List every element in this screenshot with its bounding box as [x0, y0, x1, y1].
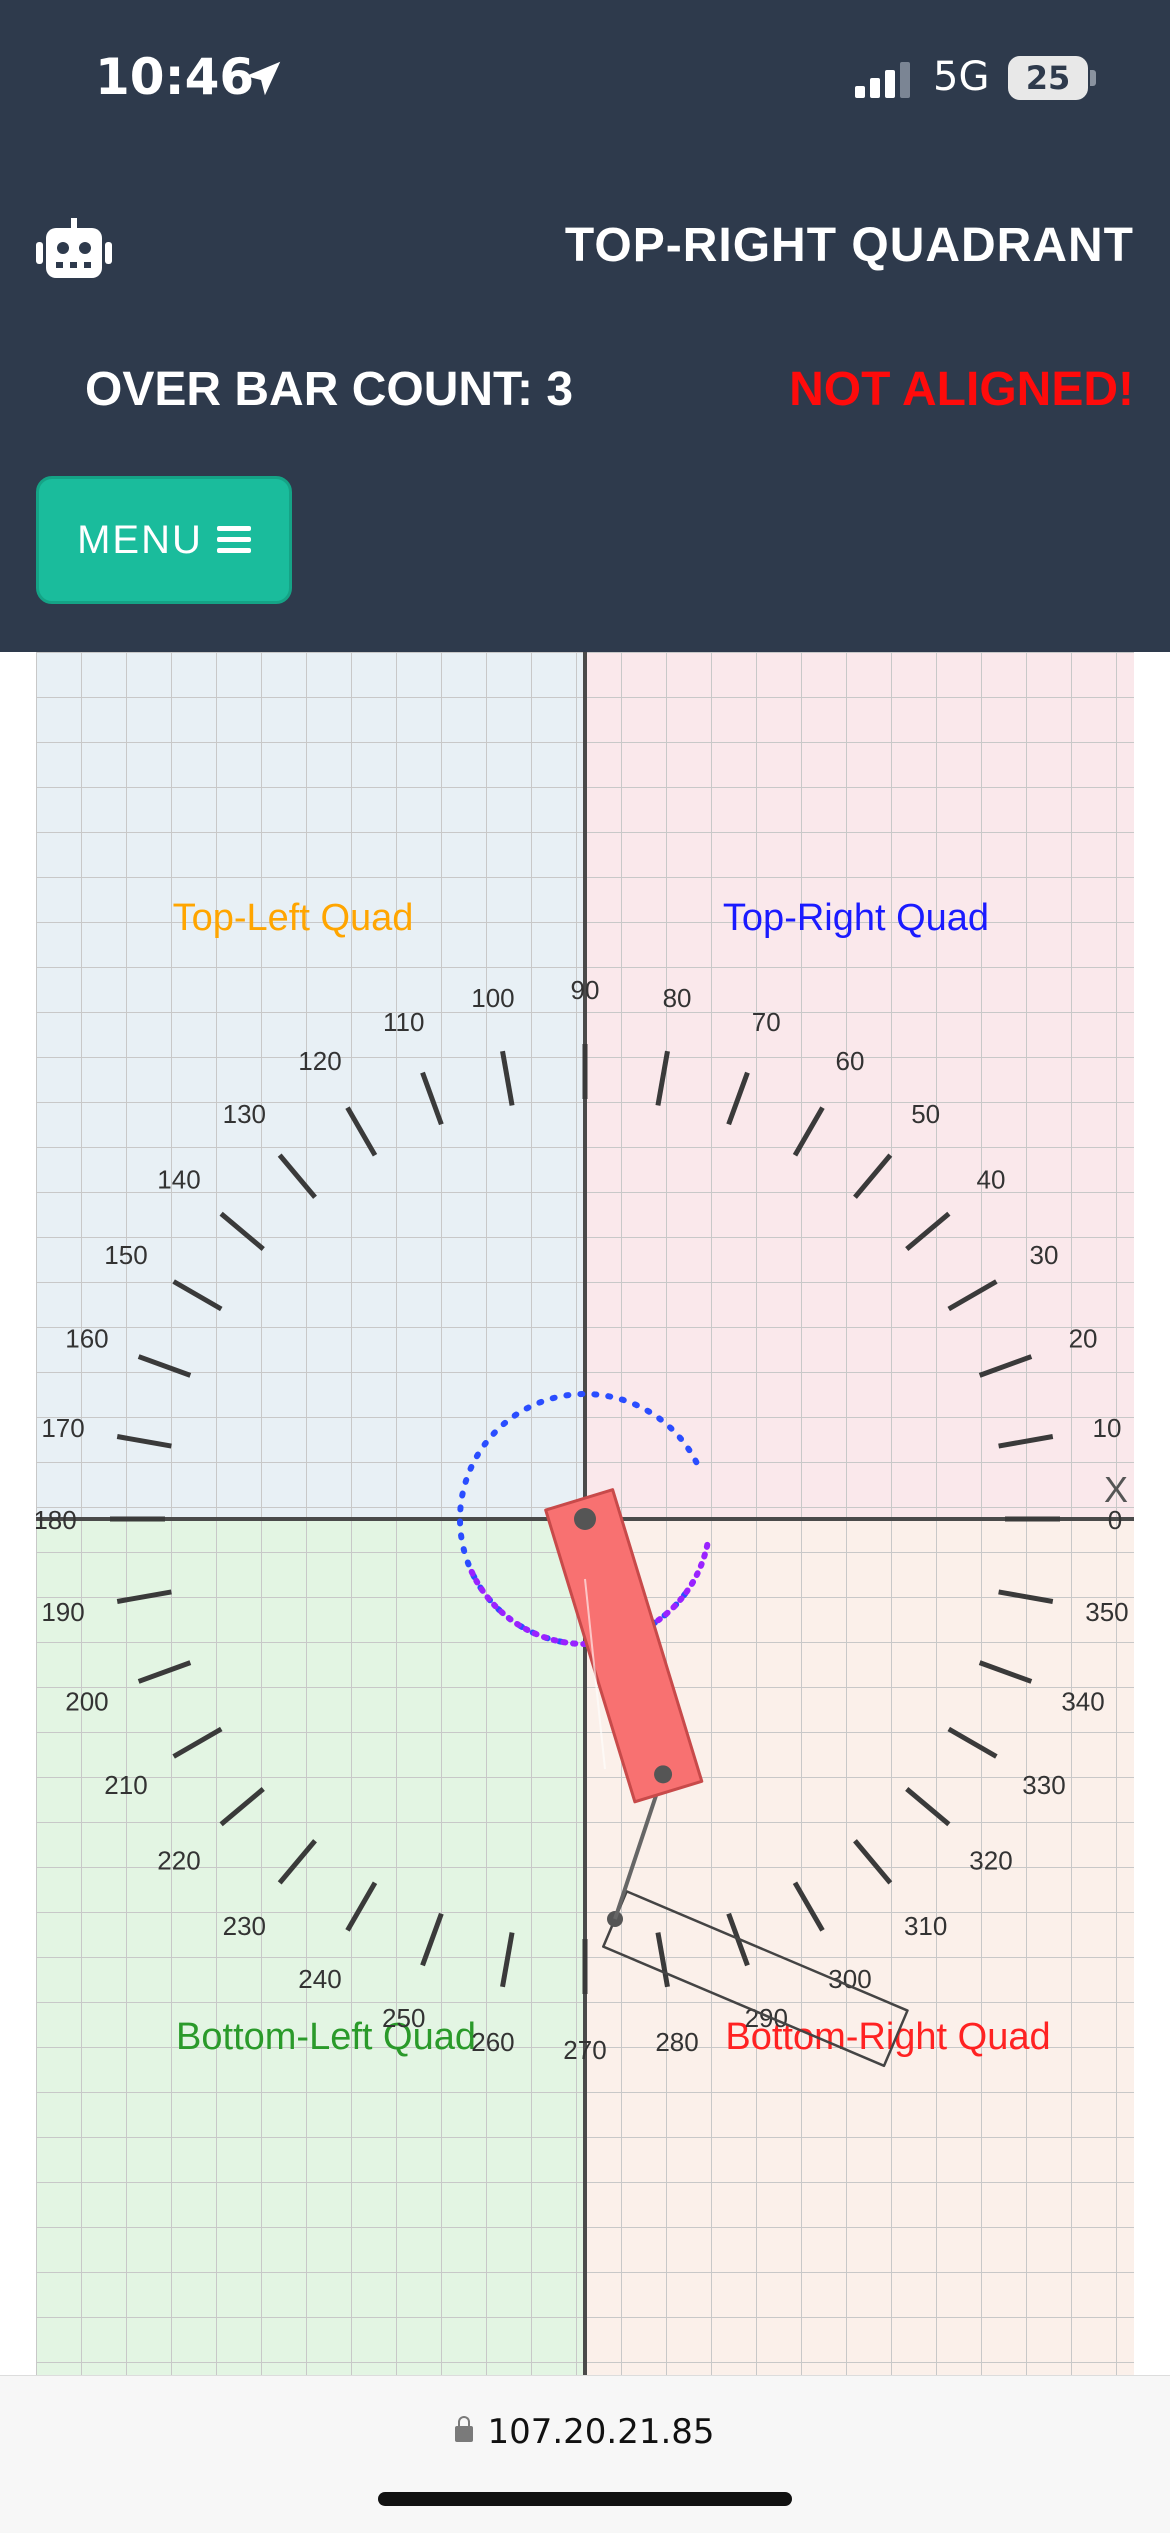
- dial-label-190: 190: [41, 1597, 84, 1627]
- dial-label-30: 30: [1030, 1240, 1059, 1270]
- current-bar[interactable]: [544, 1488, 704, 1804]
- dial-tick-210: [172, 1726, 223, 1759]
- dial-label-230: 230: [223, 1911, 266, 1941]
- dial-label-130: 130: [223, 1099, 266, 1129]
- dial-label-120: 120: [298, 1046, 341, 1076]
- dial-label-10: 10: [1092, 1413, 1121, 1443]
- dial-label-260: 260: [471, 2027, 514, 2057]
- dial-tick-40: [905, 1211, 951, 1251]
- dial-label-350: 350: [1085, 1597, 1128, 1627]
- dial-tick-330: [947, 1726, 998, 1759]
- axis-label-x: X: [1104, 1469, 1128, 1510]
- battery-level: 25: [1025, 59, 1071, 97]
- dial-label-340: 340: [1061, 1686, 1104, 1716]
- dial-label-80: 80: [663, 983, 692, 1013]
- alignment-status: NOT ALIGNED!: [789, 363, 1134, 416]
- current-bar-handle[interactable]: [654, 1765, 673, 1784]
- dial-tick-110: [420, 1071, 444, 1126]
- dial-tick-100: [500, 1050, 515, 1106]
- dial-tick-10: [998, 1434, 1054, 1449]
- dial-label-220: 220: [157, 1846, 200, 1876]
- bar-count-label: OVER BAR COUNT: 3: [85, 363, 574, 416]
- dial-tick-60: [792, 1106, 825, 1157]
- dial-label-210: 210: [104, 1770, 147, 1800]
- browser-url-bar[interactable]: 107.20.21.85: [0, 2375, 1170, 2533]
- dial-label-280: 280: [655, 2027, 698, 2057]
- degree-dial: 0 10 20 30 40 50 60 70 80 90 100 110 120 130 140 150 160…: [36, 975, 1129, 2065]
- dial-tick-20: [978, 1354, 1033, 1378]
- dial-label-100: 100: [471, 983, 514, 1013]
- rotation-arc-blue: [457, 1391, 702, 1647]
- dial-tick-120: [345, 1106, 378, 1157]
- dial-label-200: 200: [65, 1686, 108, 1716]
- bar-connector-line: [613, 1773, 665, 1920]
- dial-label-330: 330: [1022, 1770, 1065, 1800]
- dial-label-60: 60: [836, 1046, 865, 1076]
- quad-label-top-left: Top-Left Quad: [173, 897, 414, 939]
- url-text: 107.20.21.85: [487, 2412, 715, 2452]
- dial-tick-150: [172, 1279, 223, 1312]
- quad-label-bottom-left: Bottom-Left Quad: [176, 2016, 476, 2058]
- robot-icon: [36, 218, 112, 278]
- dial-label-250: 250: [382, 2003, 425, 2033]
- dial-label-0: 0: [1108, 1505, 1122, 1535]
- dial-label-50: 50: [911, 1099, 940, 1129]
- alignment-board[interactable]: X Top-Left Quad Top-Right Quad Bottom-Le…: [36, 652, 1134, 2375]
- dial-tick-170: [116, 1434, 172, 1449]
- quad-label-bottom-right: Bottom-Right Quad: [725, 2016, 1050, 2058]
- page-title: TOP-RIGHT QUADRANT: [564, 219, 1134, 272]
- dial-tick-200: [137, 1660, 192, 1684]
- status-time: 10:46: [95, 48, 255, 106]
- dial-label-270: 270: [563, 2035, 606, 2065]
- current-bar-body[interactable]: [544, 1488, 704, 1804]
- dial-tick-300: [792, 1881, 825, 1932]
- hamburger-icon: [216, 526, 251, 554]
- dial-label-70: 70: [752, 1007, 781, 1037]
- dial-label-40: 40: [977, 1164, 1006, 1194]
- dial-tick-340: [978, 1660, 1033, 1684]
- dial-tick-70: [726, 1071, 750, 1126]
- network-type: 5G: [933, 54, 990, 100]
- dial-label-110: 110: [383, 1007, 424, 1037]
- battery-tip: [1090, 70, 1096, 86]
- dial-tick-350: [998, 1589, 1054, 1604]
- quad-label-top-right: Top-Right Quad: [723, 897, 989, 939]
- dial-tick-250: [420, 1912, 444, 1967]
- dial-tick-280: [655, 1932, 670, 1988]
- current-bar-highlight: [584, 1578, 606, 1770]
- dial-tick-240: [345, 1881, 378, 1932]
- dial-label-240: 240: [298, 1964, 341, 1994]
- menu-label: MENU: [77, 517, 203, 562]
- dial-label-180: 180: [36, 1505, 77, 1535]
- dial-tick-80: [655, 1050, 670, 1106]
- dial-label-290: 290: [745, 2003, 788, 2033]
- dial-label-90: 90: [571, 975, 600, 1005]
- menu-button[interactable]: MENU: [36, 476, 292, 604]
- battery-icon: 25: [1008, 56, 1088, 100]
- dial-label-320: 320: [969, 1846, 1012, 1876]
- dial-label-150: 150: [104, 1240, 147, 1270]
- dial-label-20: 20: [1069, 1324, 1098, 1354]
- dial-tick-50: [853, 1153, 893, 1199]
- dial-tick-190: [116, 1589, 172, 1604]
- dial-label-160: 160: [65, 1324, 108, 1354]
- dial-tick-220: [219, 1787, 265, 1827]
- dial-tick-310: [853, 1839, 893, 1885]
- location-arrow-icon: [245, 61, 281, 96]
- dial-tick-30: [947, 1279, 998, 1312]
- dial-label-140: 140: [157, 1164, 200, 1194]
- dial-tick-230: [277, 1839, 317, 1885]
- home-indicator[interactable]: [378, 2492, 792, 2506]
- dial-tick-320: [905, 1787, 951, 1827]
- dial-tick-140: [219, 1211, 265, 1251]
- dial-tick-260: [500, 1932, 515, 1988]
- dial-tick-130: [277, 1153, 317, 1199]
- signal-bars-icon: [855, 58, 915, 98]
- board-center-pivot: [574, 1508, 596, 1530]
- dial-label-310: 310: [904, 1911, 947, 1941]
- dial-label-170: 170: [41, 1413, 84, 1443]
- lock-icon: [455, 2416, 474, 2442]
- dial-tick-160: [137, 1354, 192, 1378]
- app-header: 10:46 5G 25 TOP-RIGHT QUADRANT OVER BAR …: [0, 0, 1170, 652]
